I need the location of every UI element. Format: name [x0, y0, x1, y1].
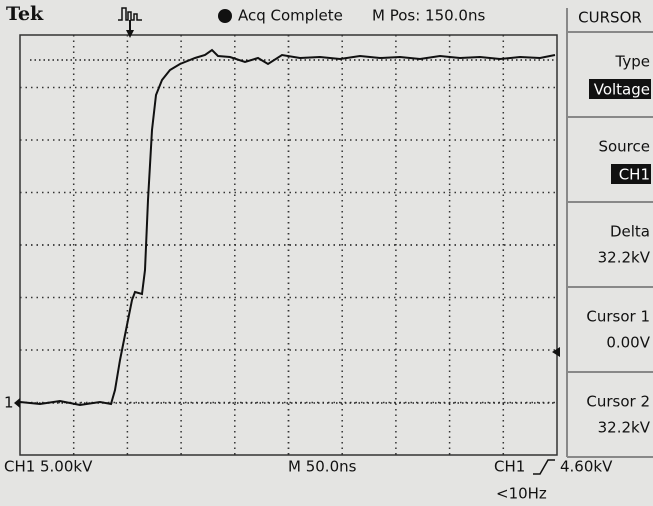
- frequency: <10Hz: [496, 485, 547, 503]
- menu-value[interactable]: 0.00V: [606, 334, 650, 352]
- status-dot: [218, 9, 232, 23]
- background: [0, 0, 653, 506]
- timebase: M 50.0ns: [288, 458, 357, 476]
- menu-value[interactable]: 32.2kV: [598, 419, 651, 437]
- menu-label[interactable]: Type: [615, 53, 650, 71]
- menu-label[interactable]: Cursor 2: [586, 393, 650, 411]
- menu-value[interactable]: 32.2kV: [598, 249, 651, 267]
- channel-marker: 1: [4, 394, 14, 412]
- menu-label[interactable]: Source: [598, 138, 650, 156]
- scope-screen: Tek Acq Complete M Pos: 150.0ns 1 CH1 5.…: [0, 0, 653, 506]
- status: Acq Complete: [238, 7, 343, 25]
- brand: Tek: [6, 3, 44, 25]
- channel: CH1: [4, 458, 35, 476]
- scale: 5.00kV: [40, 458, 93, 476]
- trigger-source: CH1: [494, 458, 525, 476]
- menu-value[interactable]: Voltage: [594, 81, 650, 99]
- menu-title: CURSOR: [578, 9, 642, 27]
- trigger-level: 4.60kV: [560, 458, 613, 476]
- position: M Pos: 150.0ns: [372, 7, 485, 25]
- menu-label[interactable]: Delta: [610, 223, 650, 241]
- menu-value[interactable]: CH1: [619, 166, 650, 184]
- menu-label[interactable]: Cursor 1: [586, 308, 650, 326]
